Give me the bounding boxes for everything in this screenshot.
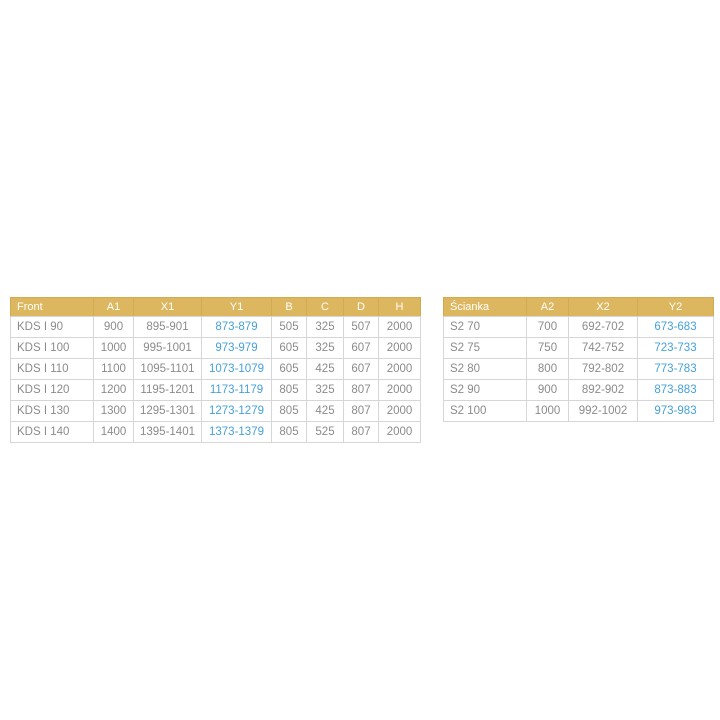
front-table-body: KDS I 90 900 895-901 873-879 505 325 507 2000 KD… <box>10 316 421 443</box>
value-cell: 325 <box>306 337 344 359</box>
table-row: S2 75 750 742-752 723-733 <box>443 337 714 359</box>
header-cell-a2: A2 <box>526 297 569 317</box>
table-row: S2 70 700 692-702 673-683 <box>443 316 714 338</box>
header-cell--cianka: Ścianka <box>443 297 527 317</box>
value-cell: 2000 <box>378 316 421 338</box>
value-cell: 805 <box>271 379 307 401</box>
value-cell: 807 <box>343 421 379 443</box>
row-label-cell: KDS I 140 <box>10 421 94 443</box>
header-cell-c: C <box>306 297 344 317</box>
row-label-cell: S2 70 <box>443 316 527 338</box>
row-label-cell: KDS I 110 <box>10 358 94 380</box>
scianka-table-body: S2 70 700 692-702 673-683 S2 75 750 742-752 723… <box>443 316 714 422</box>
header-cell-a1: A1 <box>93 297 134 317</box>
value-cell: 1000 <box>526 400 569 422</box>
value-cell: 425 <box>306 358 344 380</box>
value-cell: 895-901 <box>133 316 202 338</box>
header-cell-front: Front <box>10 297 94 317</box>
value-cell: 325 <box>306 316 344 338</box>
header-cell-b: B <box>271 297 307 317</box>
row-label-cell: S2 80 <box>443 358 527 380</box>
front-dimensions-table: Front A1 X1 Y1 B C D H KDS I 90 900 895-901 873-87… <box>10 297 421 443</box>
header-cell-x2: X2 <box>568 297 638 317</box>
value-cell: 425 <box>306 400 344 422</box>
value-cell: 995-1001 <box>133 337 202 359</box>
table-row: S2 100 1000 992-1002 973-983 <box>443 400 714 422</box>
value-cell: 1195-1201 <box>133 379 202 401</box>
header-cell-y1: Y1 <box>201 297 272 317</box>
value-cell: 525 <box>306 421 344 443</box>
table-row: KDS I 140 1400 1395-1401 1373-1379 805 525 807… <box>10 421 421 443</box>
value-cell: 1273-1279 <box>201 400 272 422</box>
value-cell: 800 <box>526 358 569 380</box>
row-label-cell: KDS I 120 <box>10 379 94 401</box>
value-cell: 2000 <box>378 337 421 359</box>
value-cell: 325 <box>306 379 344 401</box>
value-cell: 1073-1079 <box>201 358 272 380</box>
scianka-dimensions-table: Ścianka A2 X2 Y2 S2 70 700 692-702 673-683 S2 7… <box>443 297 714 422</box>
value-cell: 792-802 <box>568 358 638 380</box>
table-row: S2 80 800 792-802 773-783 <box>443 358 714 380</box>
value-cell: 900 <box>526 379 569 401</box>
table-row: KDS I 90 900 895-901 873-879 505 325 507 2000 <box>10 316 421 338</box>
value-cell: 807 <box>343 400 379 422</box>
value-cell: 2000 <box>378 379 421 401</box>
table-row: KDS I 110 1100 1095-1101 1073-1079 605 425 607… <box>10 358 421 380</box>
value-cell: 2000 <box>378 358 421 380</box>
header-cell-x1: X1 <box>133 297 202 317</box>
header-cell-d: D <box>343 297 379 317</box>
row-label-cell: KDS I 130 <box>10 400 94 422</box>
value-cell: 807 <box>343 379 379 401</box>
table-row: KDS I 100 1000 995-1001 973-979 605 325 607 200… <box>10 337 421 359</box>
value-cell: 805 <box>271 400 307 422</box>
value-cell: 1200 <box>93 379 134 401</box>
value-cell: 1373-1379 <box>201 421 272 443</box>
value-cell: 723-733 <box>637 337 714 359</box>
value-cell: 900 <box>93 316 134 338</box>
value-cell: 992-1002 <box>568 400 638 422</box>
value-cell: 742-752 <box>568 337 638 359</box>
value-cell: 507 <box>343 316 379 338</box>
value-cell: 2000 <box>378 421 421 443</box>
table-row: KDS I 130 1300 1295-1301 1273-1279 805 425 807… <box>10 400 421 422</box>
value-cell: 892-902 <box>568 379 638 401</box>
row-label-cell: KDS I 90 <box>10 316 94 338</box>
value-cell: 700 <box>526 316 569 338</box>
value-cell: 1095-1101 <box>133 358 202 380</box>
header-cell-y2: Y2 <box>637 297 714 317</box>
value-cell: 873-883 <box>637 379 714 401</box>
table-row: S2 90 900 892-902 873-883 <box>443 379 714 401</box>
value-cell: 2000 <box>378 400 421 422</box>
table-row: KDS I 120 1200 1195-1201 1173-1179 805 325 807… <box>10 379 421 401</box>
value-cell: 673-683 <box>637 316 714 338</box>
value-cell: 1300 <box>93 400 134 422</box>
value-cell: 607 <box>343 358 379 380</box>
value-cell: 605 <box>271 337 307 359</box>
value-cell: 773-783 <box>637 358 714 380</box>
value-cell: 750 <box>526 337 569 359</box>
row-label-cell: KDS I 100 <box>10 337 94 359</box>
value-cell: 805 <box>271 421 307 443</box>
value-cell: 1173-1179 <box>201 379 272 401</box>
value-cell: 973-983 <box>637 400 714 422</box>
value-cell: 1000 <box>93 337 134 359</box>
front-table-header-row: Front A1 X1 Y1 B C D H <box>10 297 421 317</box>
value-cell: 605 <box>271 358 307 380</box>
row-label-cell: S2 100 <box>443 400 527 422</box>
row-label-cell: S2 90 <box>443 379 527 401</box>
value-cell: 1395-1401 <box>133 421 202 443</box>
value-cell: 692-702 <box>568 316 638 338</box>
value-cell: 505 <box>271 316 307 338</box>
value-cell: 1295-1301 <box>133 400 202 422</box>
value-cell: 1400 <box>93 421 134 443</box>
row-label-cell: S2 75 <box>443 337 527 359</box>
header-cell-h: H <box>378 297 421 317</box>
scianka-table-header-row: Ścianka A2 X2 Y2 <box>443 297 714 317</box>
value-cell: 1100 <box>93 358 134 380</box>
value-cell: 607 <box>343 337 379 359</box>
value-cell: 973-979 <box>201 337 272 359</box>
value-cell: 873-879 <box>201 316 272 338</box>
